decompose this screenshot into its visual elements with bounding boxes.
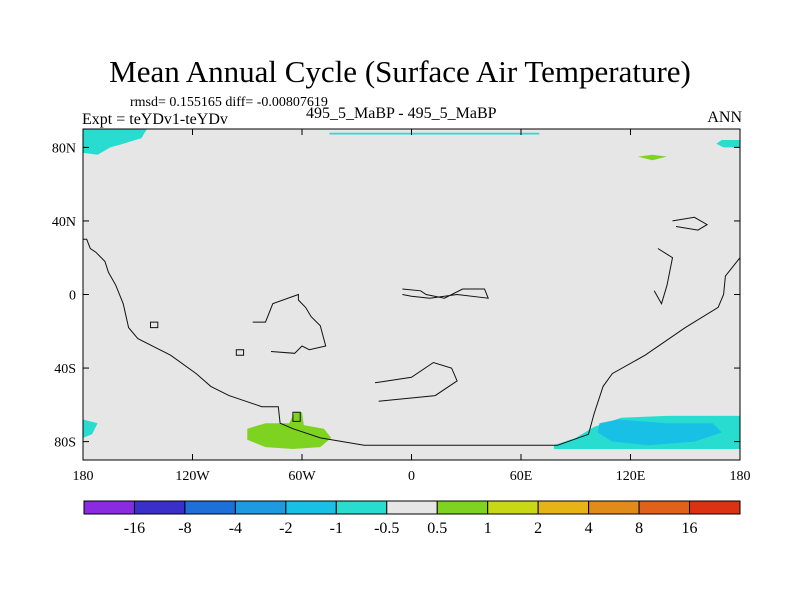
islet-a xyxy=(150,321,159,329)
antarctic-west-anomaly xyxy=(83,419,98,438)
siberia-warm-anomaly xyxy=(637,154,667,161)
antarctic-peninsula-warm xyxy=(247,412,332,449)
colorbar-swatch xyxy=(234,500,287,515)
rmsd-diff-stats: rmsd= 0.155165 diff= -0.00807619 xyxy=(130,95,328,110)
x-tick-label: 180 xyxy=(73,469,94,484)
colorbar-label: -1 xyxy=(330,520,343,537)
map-background xyxy=(83,129,740,460)
x-tick-label: 60E xyxy=(510,469,533,484)
colorbar-label: 2 xyxy=(534,520,542,537)
colorbar-label: -8 xyxy=(178,520,191,537)
colorbar-label: 8 xyxy=(635,520,643,537)
north-america-coast xyxy=(83,238,740,446)
colorbar-label: 0.5 xyxy=(427,520,447,537)
colorbar-label: -0.5 xyxy=(374,520,399,537)
y-tick-label: 40S xyxy=(54,362,76,377)
colorbar-label: 4 xyxy=(585,520,593,537)
season-label: ANN xyxy=(707,109,742,126)
chart-title: Mean Annual Cycle (Surface Air Temperatu… xyxy=(109,54,691,89)
islet-c xyxy=(292,411,301,422)
arctic-east-anomaly xyxy=(716,140,740,148)
map-plot-area xyxy=(83,129,740,460)
colorbar-swatch xyxy=(285,500,337,515)
asia-island-coast xyxy=(653,248,674,305)
x-tick-label: 120W xyxy=(175,469,210,484)
arctic-strip-anomaly xyxy=(329,132,540,135)
colorbar-label: 1 xyxy=(484,520,492,537)
pacific-island-coast xyxy=(672,216,709,231)
map-axes: 180 120W 60W 0 60E 120E 180 80N 40N 0 40S 80S xyxy=(52,128,751,484)
colorbar-label: -4 xyxy=(229,520,242,537)
south-america-coast xyxy=(252,293,327,354)
south-island-coast xyxy=(374,361,458,402)
colorbar-swatch xyxy=(487,500,539,515)
colorbar-swatch xyxy=(689,500,741,515)
colorbar-swatch xyxy=(638,500,691,515)
colorbar: -16 -8 -4 -2 -1 -0.5 0.5 1 2 4 8 16 xyxy=(83,500,741,537)
arctic-west-anomaly xyxy=(83,129,147,155)
africa-coast xyxy=(402,288,489,299)
islet-b xyxy=(235,349,245,356)
y-tick-label: 80N xyxy=(52,141,76,156)
y-tick-label: 40N xyxy=(52,215,76,230)
colorbar-swatch xyxy=(133,500,186,515)
x-tick-label: 180 xyxy=(730,469,751,484)
colorbar-swatch xyxy=(184,500,236,515)
case-label: 495_5_MaBP - 495_5_MaBP xyxy=(306,105,497,122)
colorbar-swatch xyxy=(436,500,489,515)
colorbar-swatch xyxy=(588,500,640,515)
x-tick-label: 0 xyxy=(408,469,415,484)
colorbar-swatch xyxy=(537,500,590,515)
colorbar-label: 16 xyxy=(682,520,698,537)
y-tick-label: 80S xyxy=(54,436,76,451)
x-tick-label: 120E xyxy=(616,469,646,484)
antarctic-east-cold-core xyxy=(597,419,722,446)
colorbar-swatch xyxy=(386,500,438,515)
y-tick-label: 0 xyxy=(69,289,76,304)
colorbar-swatch xyxy=(335,500,388,515)
x-tick-label: 60W xyxy=(288,469,316,484)
colorbar-label: -2 xyxy=(279,520,292,537)
colorbar-label: -16 xyxy=(124,520,145,537)
experiment-label: Expt = teYDv1-teYDv xyxy=(82,111,228,128)
colorbar-swatch xyxy=(83,500,135,515)
